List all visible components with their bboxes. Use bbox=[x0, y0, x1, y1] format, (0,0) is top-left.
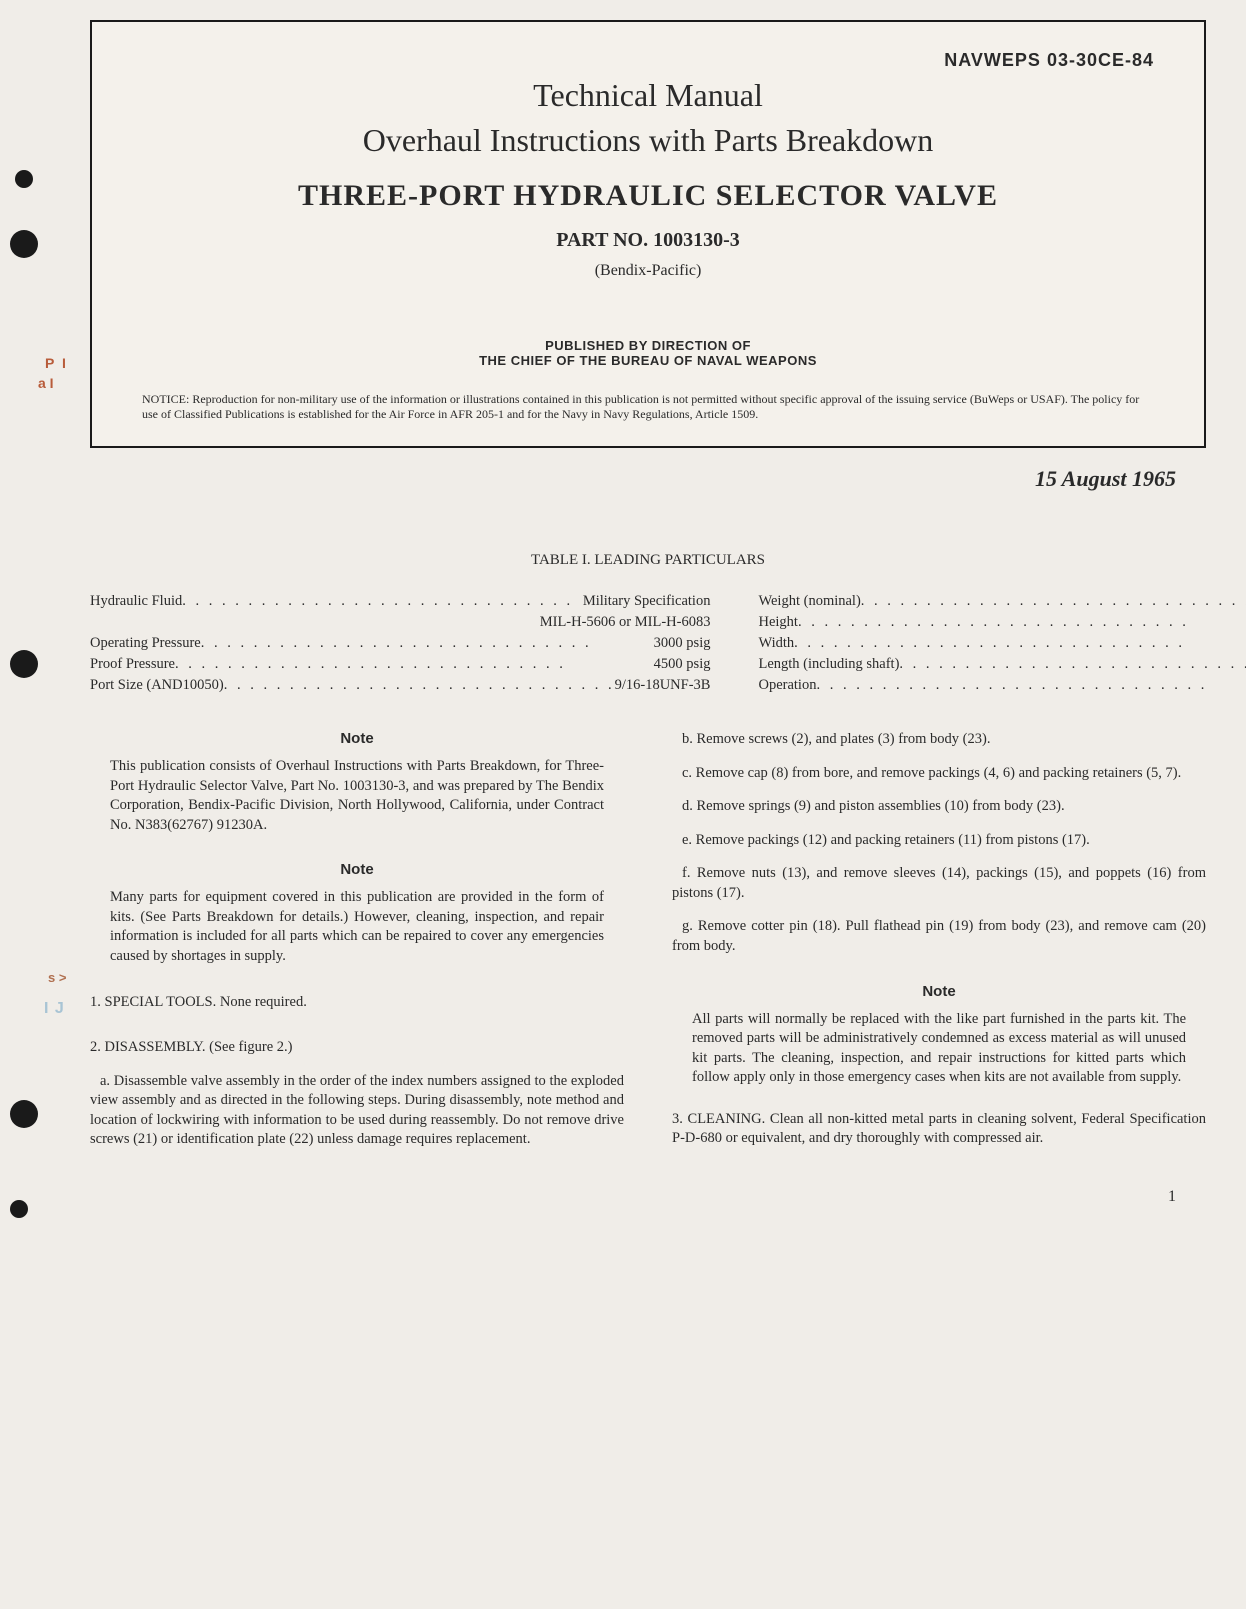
section-heading: 1. SPECIAL TOOLS. None required. bbox=[90, 993, 624, 1013]
spec-value: 4500 psig bbox=[654, 654, 711, 675]
spec-row: Weight (nominal) 0.49 pound bbox=[758, 591, 1246, 612]
punch-hole bbox=[10, 1100, 38, 1128]
note-text: This publication consists of Overhaul In… bbox=[90, 757, 624, 835]
spec-label: Operation bbox=[758, 675, 816, 696]
note-heading: Note bbox=[90, 730, 624, 747]
margin-mark: P I bbox=[45, 355, 68, 371]
leading-particulars-table: Hydraulic Fluid Military Specification M… bbox=[90, 591, 1206, 696]
spec-label: Port Size (AND10050) bbox=[90, 675, 224, 696]
spec-label: Height bbox=[758, 612, 797, 633]
spec-row: Width 3.625 inches bbox=[758, 633, 1246, 654]
table-title: TABLE I. LEADING PARTICULARS bbox=[90, 552, 1206, 569]
spec-row: Operation See figure 1 bbox=[758, 675, 1246, 696]
margin-mark: I J bbox=[44, 1000, 65, 1018]
reproduction-notice: NOTICE: Reproduction for non-military us… bbox=[142, 392, 1154, 422]
page-number: 1 bbox=[90, 1188, 1206, 1206]
spec-label: Hydraulic Fluid bbox=[90, 591, 182, 612]
document-id: NAVWEPS 03-30CE-84 bbox=[142, 50, 1154, 71]
part-number: PART NO. 1003130-3 bbox=[142, 229, 1154, 252]
leader-dots bbox=[201, 633, 654, 654]
spec-label: Operating Pressure bbox=[90, 633, 201, 654]
spec-label: Width bbox=[758, 633, 794, 654]
spec-row: Height 2.312 inches bbox=[758, 612, 1246, 633]
paragraph: c. Remove cap (8) from bore, and remove … bbox=[672, 764, 1206, 784]
title-line-2: Overhaul Instructions with Parts Breakdo… bbox=[142, 122, 1154, 159]
margin-mark: a I bbox=[38, 375, 54, 391]
note-text: All parts will normally be replaced with… bbox=[672, 1010, 1206, 1088]
specs-left-column: Hydraulic Fluid Military Specification M… bbox=[90, 591, 710, 696]
body-right-column: b. Remove screws (2), and plates (3) fro… bbox=[672, 704, 1206, 1164]
specs-right-column: Weight (nominal) 0.49 pound Height 2.312… bbox=[758, 591, 1246, 696]
leader-dots bbox=[798, 612, 1246, 633]
vendor: (Bendix-Pacific) bbox=[142, 262, 1154, 280]
spec-value: 3000 psig bbox=[654, 633, 711, 654]
leader-dots bbox=[794, 633, 1246, 654]
paragraph: b. Remove screws (2), and plates (3) fro… bbox=[672, 730, 1206, 750]
leader-dots bbox=[861, 591, 1246, 612]
spec-value: Military Specification bbox=[583, 591, 711, 612]
paragraph: f. Remove nuts (13), and remove sleeves … bbox=[672, 864, 1206, 903]
spec-value: 9/16-18UNF-3B bbox=[615, 675, 711, 696]
leader-dots bbox=[224, 675, 615, 696]
paragraph: a. Disassemble valve assembly in the ord… bbox=[90, 1072, 624, 1150]
punch-hole bbox=[10, 650, 38, 678]
spec-label: Length (including shaft) bbox=[758, 654, 899, 675]
spec-row: Operating Pressure 3000 psig bbox=[90, 633, 710, 654]
published-by-line-2: THE CHIEF OF THE BUREAU OF NAVAL WEAPONS bbox=[142, 353, 1154, 368]
leader-dots bbox=[175, 654, 654, 675]
punch-hole bbox=[10, 230, 38, 258]
title-block: NAVWEPS 03-30CE-84 Technical Manual Over… bbox=[90, 20, 1206, 448]
section-heading: 3. CLEANING. Clean all non-kitted metal … bbox=[672, 1110, 1206, 1149]
spec-row: Proof Pressure 4500 psig bbox=[90, 654, 710, 675]
note-heading: Note bbox=[672, 983, 1206, 1000]
publication-date: 15 August 1965 bbox=[90, 466, 1206, 492]
paragraph: e. Remove packings (12) and packing reta… bbox=[672, 831, 1206, 851]
published-by-line-1: PUBLISHED BY DIRECTION OF bbox=[142, 338, 1154, 353]
note-text: Many parts for equipment covered in this… bbox=[90, 888, 624, 966]
spec-label: Weight (nominal) bbox=[758, 591, 860, 612]
leader-dots bbox=[899, 654, 1246, 675]
title-line-1: Technical Manual bbox=[142, 77, 1154, 114]
note-heading: Note bbox=[90, 861, 624, 878]
spec-row: Hydraulic Fluid Military Specification bbox=[90, 591, 710, 612]
spec-label: Proof Pressure bbox=[90, 654, 175, 675]
body-left-column: Note This publication consists of Overha… bbox=[90, 704, 624, 1164]
body-columns: Note This publication consists of Overha… bbox=[90, 704, 1206, 1164]
paragraph: d. Remove springs (9) and piston assembl… bbox=[672, 797, 1206, 817]
punch-hole bbox=[10, 1200, 28, 1218]
leader-dots bbox=[816, 675, 1246, 696]
spec-row: Length (including shaft) 2.343 inches bbox=[758, 654, 1246, 675]
margin-mark: s > bbox=[48, 970, 66, 985]
section-heading: 2. DISASSEMBLY. (See figure 2.) bbox=[90, 1038, 624, 1058]
punch-hole bbox=[15, 170, 33, 188]
spec-subvalue: MIL-H-5606 or MIL-H-6083 bbox=[90, 612, 710, 633]
title-line-3: THREE-PORT HYDRAULIC SELECTOR VALVE bbox=[142, 179, 1154, 213]
spec-row: Port Size (AND10050) 9/16-18UNF-3B bbox=[90, 675, 710, 696]
paragraph: g. Remove cotter pin (18). Pull flathead… bbox=[672, 917, 1206, 956]
leader-dots bbox=[182, 591, 583, 612]
